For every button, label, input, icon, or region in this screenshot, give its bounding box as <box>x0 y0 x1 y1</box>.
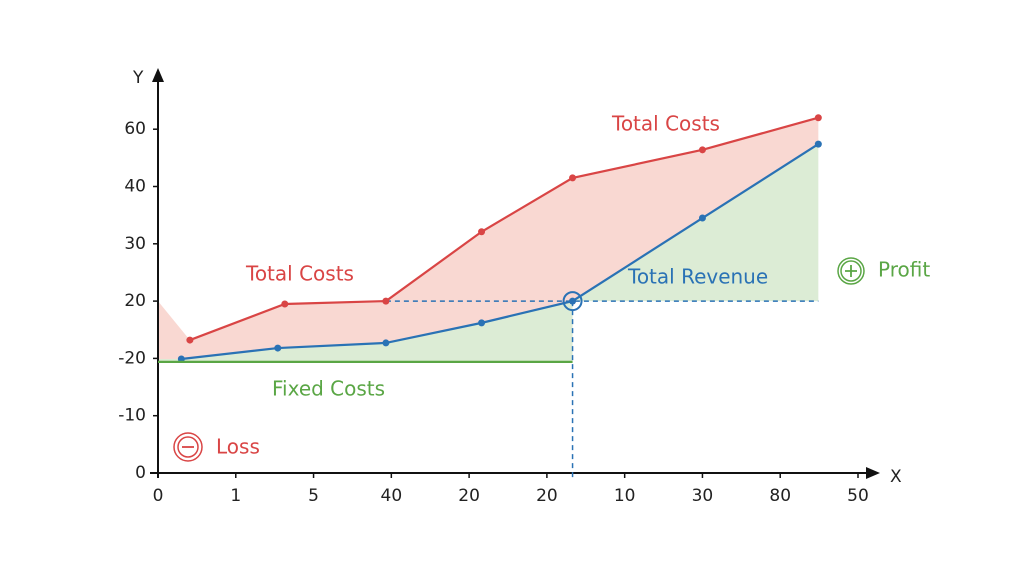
loss-icon <box>173 432 203 462</box>
point <box>814 114 822 122</box>
annotation: Loss <box>216 435 260 459</box>
x-tick-label: 30 <box>692 486 714 506</box>
x-tick-label: 20 <box>536 486 558 506</box>
y-axis-label: Y <box>132 68 144 88</box>
point <box>281 300 289 308</box>
annotation: Total Costs <box>611 112 720 136</box>
x-tick-label: 50 <box>847 486 869 506</box>
y-arrow <box>152 68 164 82</box>
point <box>382 297 390 305</box>
point <box>274 344 282 352</box>
series-label: Total Revenue <box>627 265 768 289</box>
annotation: Profit <box>878 258 930 282</box>
point <box>569 174 577 182</box>
point <box>478 228 486 236</box>
point <box>569 297 577 305</box>
y-tick-label: 0 <box>135 463 146 483</box>
y-tick-label: 30 <box>124 234 146 254</box>
x-tick-label: 80 <box>769 486 791 506</box>
series-label: Fixed Costs <box>272 377 385 401</box>
profit-area <box>158 144 819 362</box>
y-tick-label: 60 <box>124 119 146 139</box>
x-tick-label: 5 <box>308 486 319 506</box>
x-arrow <box>866 467 880 479</box>
x-tick-label: 0 <box>153 486 164 506</box>
loss-area <box>158 117 819 359</box>
x-tick-label: 1 <box>230 486 241 506</box>
y-tick-label: 20 <box>124 291 146 311</box>
profit-icon <box>837 257 865 285</box>
series-label: Total Costs <box>245 262 354 286</box>
x-axis-label: X <box>890 467 902 487</box>
x-tick-label: 10 <box>614 486 636 506</box>
point <box>382 339 390 347</box>
y-tick-label: -20 <box>118 348 146 368</box>
fills <box>158 117 819 362</box>
y-tick-label: -10 <box>118 406 146 426</box>
point <box>478 319 486 327</box>
x-tick-label: 20 <box>458 486 480 506</box>
y-tick-label: 40 <box>124 177 146 197</box>
x-tick-label: 40 <box>381 486 403 506</box>
point <box>186 336 194 344</box>
point <box>698 214 706 222</box>
point <box>698 146 706 154</box>
point <box>177 355 185 363</box>
point <box>814 140 822 148</box>
break-even-point <box>562 291 583 312</box>
